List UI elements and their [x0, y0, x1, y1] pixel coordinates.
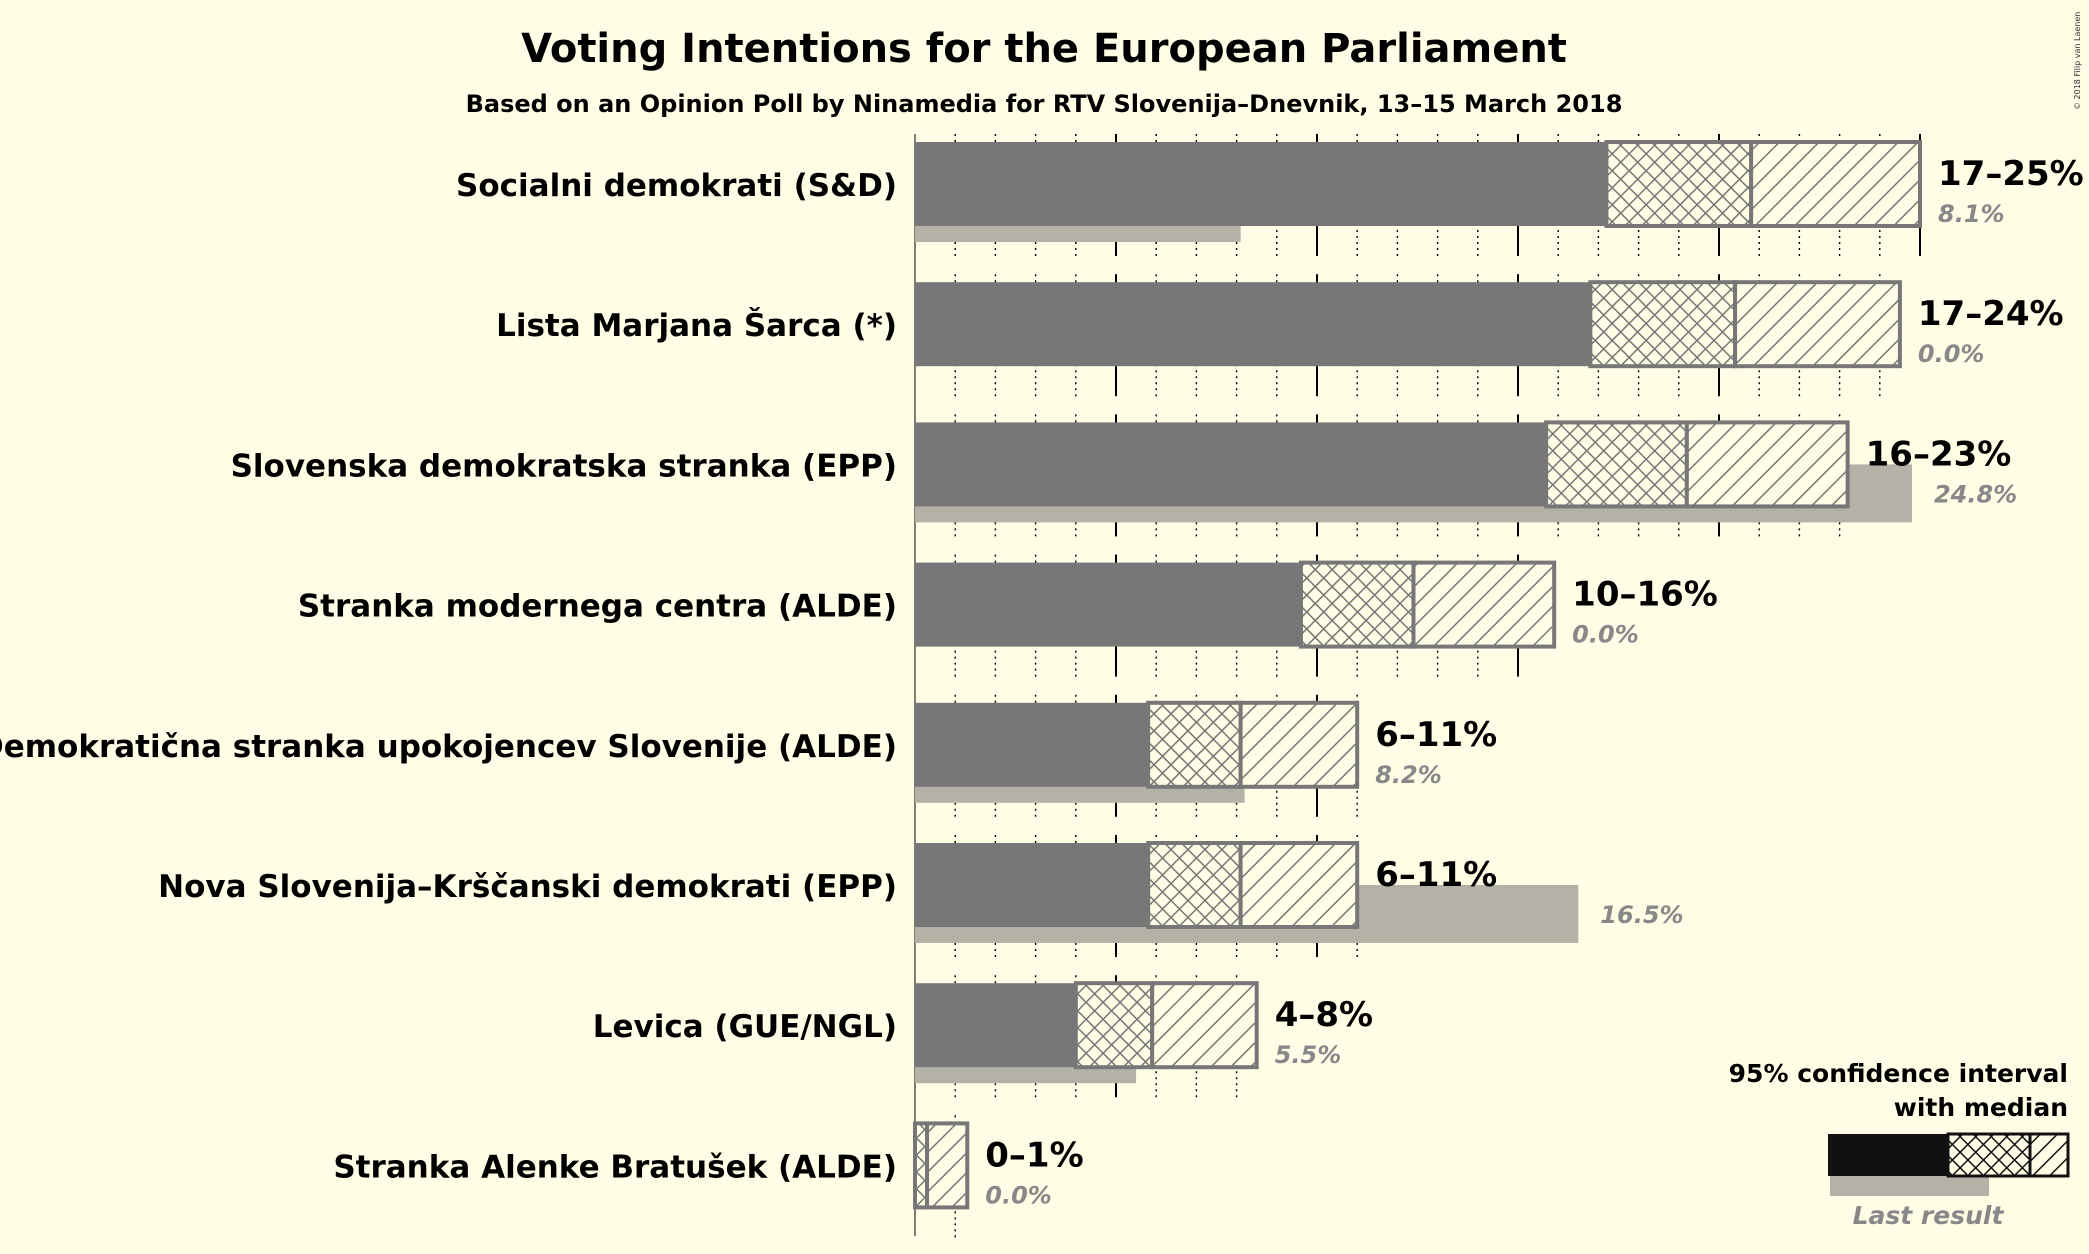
- last-result-label: 8.1%: [1938, 200, 2005, 228]
- solid-bar: [915, 843, 1149, 927]
- party-row: Levica (GUE/NGL) 4–8% 5.5%: [593, 981, 1373, 1084]
- median-interval-bar: [1544, 420, 1689, 509]
- party-row: Stranka modernega centra (ALDE) 10–16% 0.0…: [298, 560, 1718, 649]
- party-row: Nova Slovenija–Krščanski demokrati (EPP)…: [158, 841, 1684, 943]
- upper-interval-bar: [1150, 981, 1259, 1070]
- median-interval-bar: [1298, 560, 1416, 649]
- party-label: Slovenska demokratska stranka (EPP): [231, 448, 897, 484]
- range-label: 10–16%: [1572, 575, 1718, 615]
- party-row: Slovenska demokratska stranka (EPP) 16–23…: [231, 420, 2017, 523]
- median-interval-bar: [1604, 140, 1754, 228]
- party-label: Stranka Alenke Bratušek (ALDE): [333, 1149, 897, 1185]
- legend: 95% confidence interval with median Last…: [1729, 1059, 2070, 1230]
- party-rows: Socialni demokrati (S&D) 17–25% 8.1% Lista …: [0, 140, 2084, 1210]
- median-interval-bar: [1146, 700, 1243, 789]
- solid-bar: [915, 282, 1591, 367]
- solid-bar: [915, 702, 1149, 787]
- range-label: 6–11%: [1375, 855, 1497, 895]
- party-row: Socialni demokrati (S&D) 17–25% 8.1%: [456, 140, 2084, 242]
- party-label: Socialni demokrati (S&D): [456, 168, 897, 204]
- last-result-label: 0.0%: [1572, 621, 1639, 649]
- legend-upper-swatch: [2028, 1132, 2070, 1178]
- last-result-label: 0.0%: [1918, 340, 1985, 368]
- legend-ci-line2: with median: [1894, 1093, 2068, 1122]
- solid-bar: [915, 983, 1076, 1068]
- range-label: 17–25%: [1938, 154, 2084, 194]
- upper-interval-bar: [1749, 140, 1923, 228]
- solid-bar: [915, 422, 1547, 507]
- solid-bar: [915, 562, 1301, 647]
- upper-interval-bar: [1238, 841, 1360, 929]
- solid-bar: [915, 142, 1607, 226]
- upper-interval-bar: [1238, 700, 1360, 789]
- legend-ci-line1: 95% confidence interval: [1729, 1059, 2068, 1088]
- chart-subtitle: Based on an Opinion Poll by Ninamedia fo…: [466, 90, 1623, 118]
- range-label: 16–23%: [1866, 434, 2012, 474]
- party-label: Demokratična stranka upokojencev Sloveni…: [0, 729, 897, 765]
- upper-interval-bar: [1684, 420, 1850, 509]
- median-interval-bar: [1588, 280, 1738, 369]
- median-interval-bar: [1073, 981, 1155, 1070]
- upper-interval-bar: [1411, 560, 1557, 649]
- range-label: 0–1%: [985, 1135, 1083, 1175]
- upper-interval-bar: [925, 1121, 970, 1210]
- last-result-label: 0.0%: [985, 1181, 1052, 1209]
- range-label: 17–24%: [1918, 294, 2064, 334]
- party-row: Lista Marjana Šarca (*) 17–24% 0.0%: [496, 280, 2064, 369]
- party-row: Demokratična stranka upokojencev Sloveni…: [0, 700, 1497, 803]
- party-label: Nova Slovenija–Krščanski demokrati (EPP): [158, 869, 897, 905]
- last-result-label: 8.2%: [1375, 761, 1442, 789]
- legend-last-result-label: Last result: [1853, 1201, 2005, 1230]
- range-label: 6–11%: [1375, 715, 1497, 755]
- last-result-label: 24.8%: [1934, 480, 2017, 508]
- legend-solid-swatch: [1828, 1134, 1948, 1176]
- range-label: 4–8%: [1275, 995, 1373, 1035]
- copyright-note: © 2018 Filip van Laenen: [2073, 12, 2082, 110]
- party-label: Levica (GUE/NGL): [593, 1009, 897, 1045]
- last-result-label: 16.5%: [1600, 901, 1683, 929]
- party-label: Lista Marjana Šarca (*): [496, 307, 897, 344]
- last-result-label: 5.5%: [1275, 1041, 1342, 1069]
- party-label: Stranka modernega centra (ALDE): [298, 589, 897, 625]
- chart-title: Voting Intentions for the European Parli…: [521, 26, 1567, 72]
- median-interval-bar: [1146, 841, 1243, 929]
- upper-interval-bar: [1733, 280, 1902, 369]
- party-row: Stranka Alenke Bratušek (ALDE) 0–1% 0.0%: [333, 1121, 1084, 1210]
- legend-median-swatch: [1946, 1132, 2032, 1178]
